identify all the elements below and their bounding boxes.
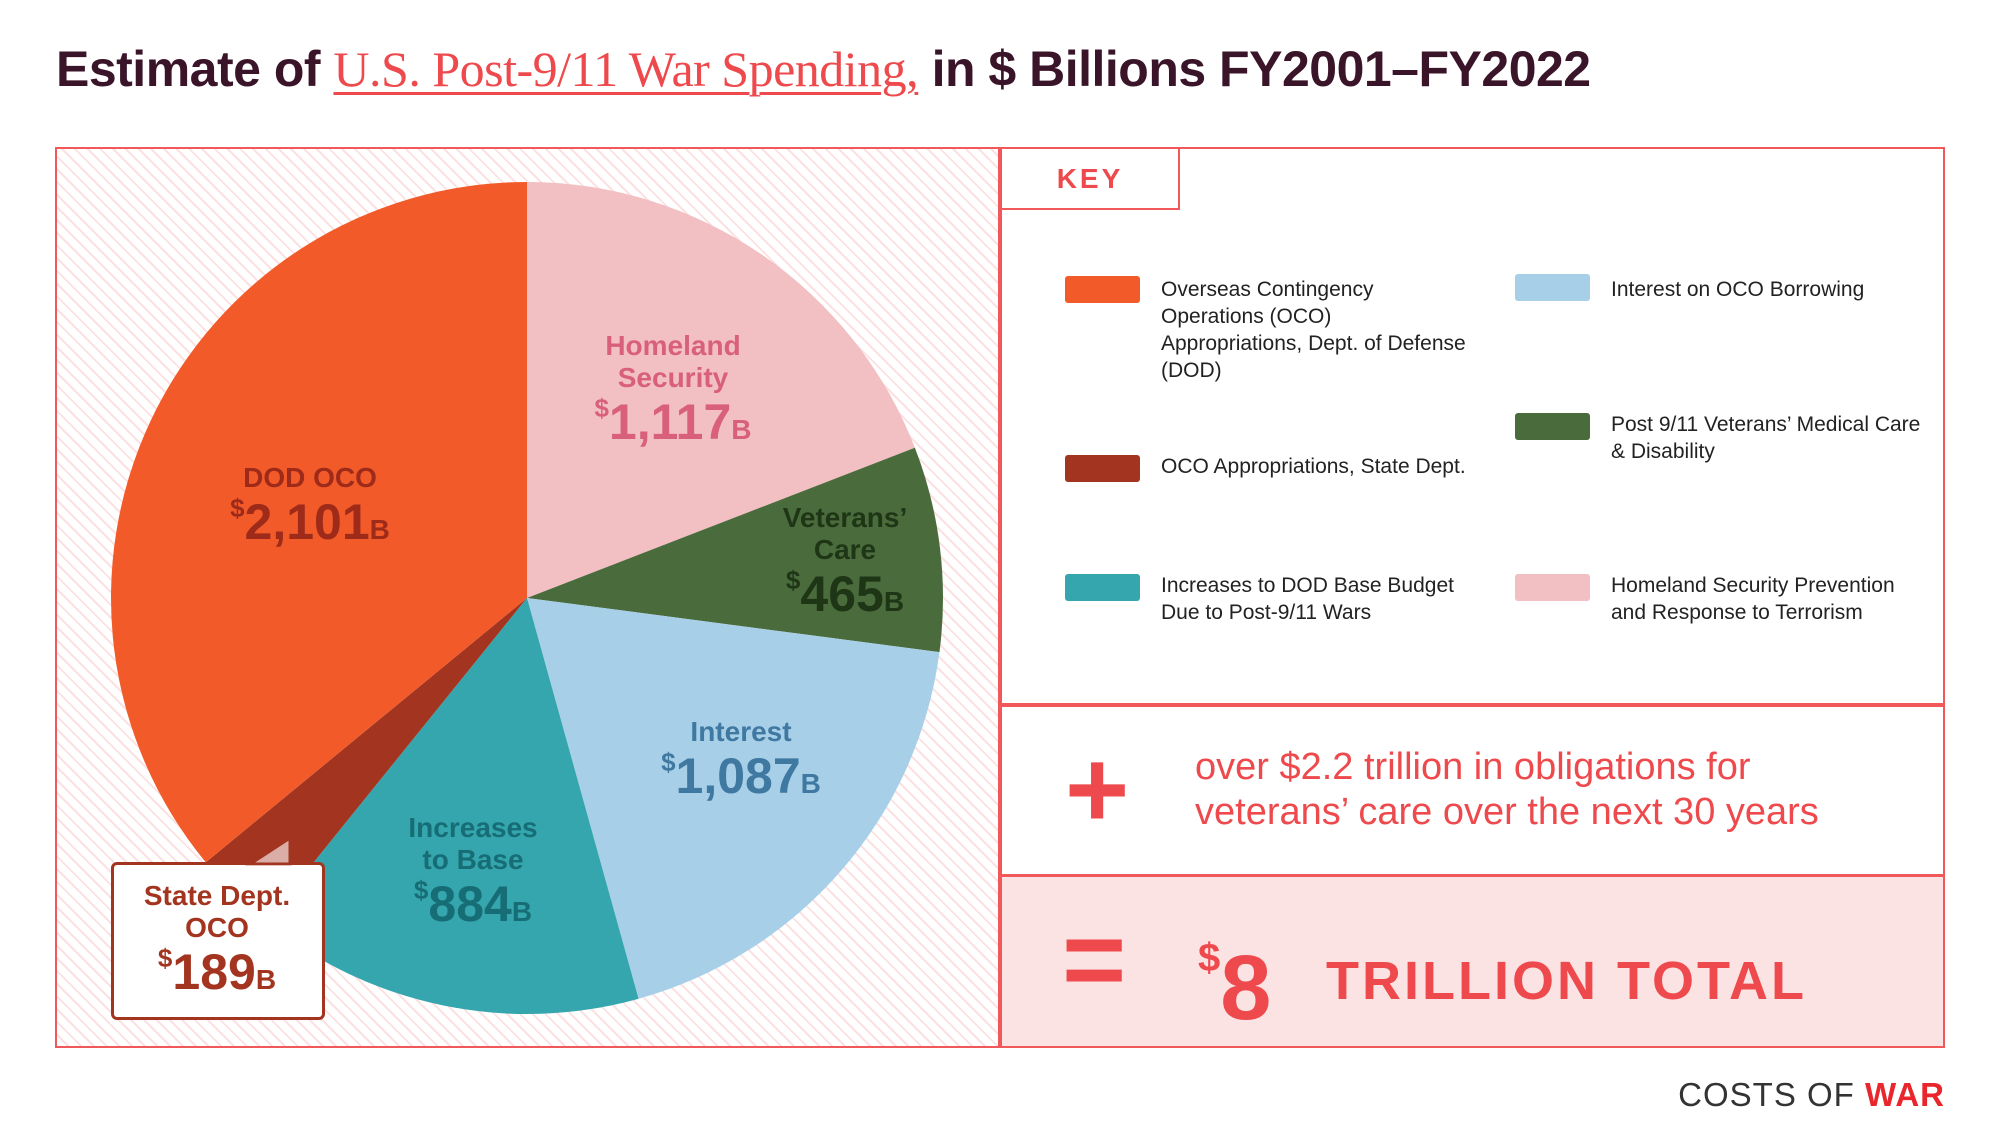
total-amount: $8: [1198, 908, 1271, 1038]
obligations-line-2: veterans’ care over the next 30 years: [1195, 791, 1819, 833]
slice-label-name: Homeland: [605, 330, 741, 361]
slice-label-veterans: Veterans’ Care $465B: [783, 502, 908, 624]
key-swatch: [1515, 574, 1590, 601]
slice-label-state: State Dept. OCO $189B: [144, 880, 290, 1002]
value-suffix: B: [731, 414, 752, 446]
slice-value: $465B: [783, 565, 908, 624]
currency-sign: $: [661, 747, 676, 778]
brand-logo: COSTS OF WAR: [1678, 1076, 1945, 1114]
key-swatch: [1065, 276, 1140, 303]
total-number: 8: [1220, 937, 1272, 1039]
chart-title: Estimate of U.S. Post-9/11 War Spending,…: [56, 40, 1591, 98]
slice-label-dod: DOD OCO $2,101B: [230, 462, 390, 552]
slice-label-interest: Interest $1,087B: [661, 716, 821, 806]
currency-sign: $: [594, 393, 609, 424]
total-currency: $: [1198, 936, 1221, 980]
pie-slice-base: [265, 598, 639, 1014]
brand-part1: COSTS OF: [1678, 1076, 1865, 1113]
key-label: Homeland Security Prevention and Respons…: [1611, 574, 1895, 624]
title-post: in $ Billions FY2001–FY2022: [918, 41, 1592, 97]
key-panel: [1000, 147, 1945, 705]
key-label: OCO Appropriations, State Dept.: [1161, 455, 1466, 478]
slice-label-homeland: Homeland Security $1,117B: [594, 330, 751, 452]
title-highlight: U.S. Post-9/11 War Spending,: [333, 41, 919, 97]
plus-symbol: +: [1065, 728, 1130, 851]
value-number: 1,087: [675, 748, 801, 805]
value-number: 189: [172, 944, 256, 1001]
slice-value: $1,117B: [594, 393, 752, 452]
currency-sign: $: [785, 565, 801, 596]
obligations-line-1: over $2.2 trillion in obligations for: [1195, 746, 1751, 788]
slice-label-name: Security: [617, 362, 729, 394]
equals-symbol: =: [1062, 898, 1127, 1021]
slice-value: $1,087B: [661, 747, 821, 806]
value-suffix: B: [511, 896, 533, 928]
slice-value: $189B: [144, 943, 290, 1002]
key-title: KEY: [1000, 147, 1180, 210]
state-dept-callout-box: [111, 862, 325, 1020]
slice-label-name: State Dept.: [143, 880, 291, 911]
title-pre: Estimate of: [56, 41, 334, 97]
currency-sign: $: [230, 493, 245, 524]
slice-label-name: Interest: [690, 716, 792, 747]
slice-label-name: Care: [813, 534, 877, 566]
key-label: Interest on OCO Borrowing: [1611, 278, 1865, 301]
value-suffix: B: [800, 768, 821, 800]
key-label: Increases to DOD Base Budget Due to Post…: [1161, 574, 1454, 624]
slice-label-name: OCO: [185, 912, 249, 944]
slice-label-name: Veterans’: [782, 502, 908, 533]
currency-sign: $: [157, 943, 173, 974]
slice-value: $2,101B: [230, 493, 390, 552]
obligations-text: over $2.2 trillion in obligations for vet…: [1195, 745, 1819, 835]
pie-slice-homeland: [527, 182, 915, 598]
brand-part2: WAR: [1865, 1076, 1945, 1113]
value-number: 1,117: [608, 394, 732, 451]
pie-slice-interest: [527, 598, 940, 999]
key-swatch: [1515, 274, 1590, 301]
value-number: 2,101: [244, 494, 370, 551]
slice-label-base: Increases to Base $884B: [408, 812, 537, 934]
pie-slice-veterans: [527, 447, 943, 653]
value-suffix: B: [255, 964, 277, 996]
key-label: Overseas Contingency Operations (OCO) Ap…: [1161, 278, 1466, 382]
key-swatch: [1515, 413, 1590, 440]
currency-sign: $: [413, 875, 429, 906]
key-swatch: [1065, 455, 1140, 482]
total-panel: [1000, 875, 1945, 1048]
slice-label-name: to Base: [422, 844, 524, 876]
total-label: TRILLION TOTAL: [1326, 951, 1807, 1011]
value-suffix: B: [883, 586, 905, 618]
value-suffix: B: [369, 514, 390, 546]
key-label: Post 9/11 Veterans’ Medical Care & Disab…: [1611, 413, 1921, 463]
slice-label-name: Increases: [408, 812, 538, 843]
slice-label-name: DOD OCO: [243, 462, 377, 493]
value-number: 884: [428, 876, 512, 933]
value-number: 465: [800, 566, 884, 623]
pie-slice-dod: [111, 182, 527, 863]
slice-value: $884B: [408, 875, 537, 934]
key-swatch: [1065, 574, 1140, 601]
